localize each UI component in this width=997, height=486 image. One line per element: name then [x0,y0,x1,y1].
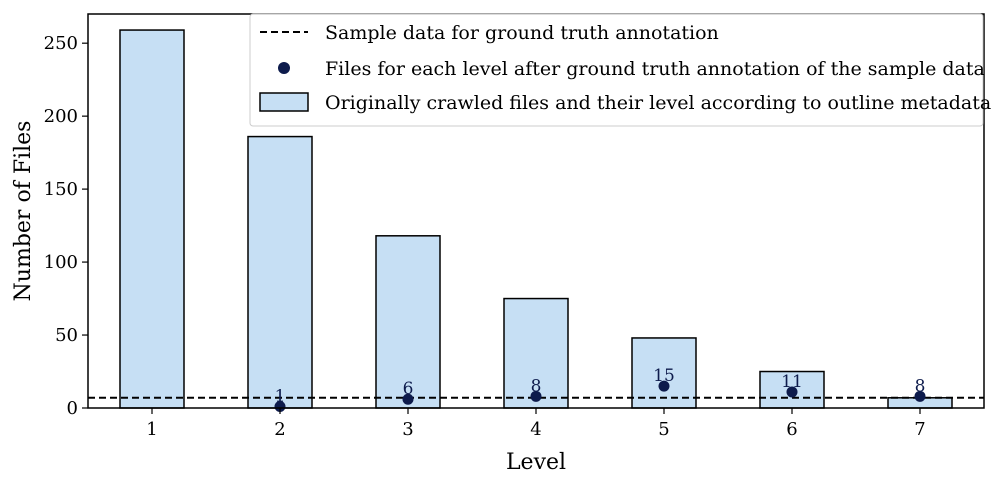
data-label-level-6: 11 [781,372,803,392]
point-level-5 [658,380,670,392]
x-tick-label: 3 [402,419,413,440]
x-tick-label: 7 [914,419,925,440]
legend-label-sample-line: Sample data for ground truth annotation [325,22,719,44]
legend-label-crawled-files: Originally crawled files and their level… [325,92,991,114]
legend: Sample data for ground truth annotation … [249,13,991,127]
y-tick-label: 250 [44,33,78,54]
legend-key-bar-patch [259,92,309,112]
data-label-level-7: 8 [915,376,926,396]
point-level-3 [402,393,414,405]
y-tick-label: 0 [67,398,78,419]
bar-level-1 [119,29,185,409]
point-level-4 [530,390,542,402]
y-tick-label: 100 [44,252,78,273]
data-label-level-5: 15 [653,366,675,386]
x-tick-label: 1 [146,419,157,440]
x-tick-label: 6 [786,419,797,440]
y-tick-label: 200 [44,106,78,127]
data-label-level-4: 8 [531,376,542,396]
bar-level-3 [375,235,441,409]
x-tick-label: 2 [274,419,285,440]
bars-layer [119,29,953,409]
data-labels-layer: 1 6 8 15 11 8 [275,366,926,406]
x-tick-label: 5 [658,419,669,440]
y-axis-title: Number of Files [11,121,36,302]
x-tick-label: 4 [530,419,541,440]
y-axis: 0 50 100 150 200 250 [44,33,88,419]
point-level-7 [914,390,926,402]
y-tick-label: 150 [44,179,78,200]
data-label-level-3: 6 [403,379,414,399]
legend-label-annotated-files: Files for each level after ground truth … [325,58,985,80]
point-level-6 [786,386,798,398]
bar-level-2 [247,135,313,409]
data-label-level-2: 1 [275,387,286,407]
points-layer [274,380,926,413]
legend-box [249,13,984,127]
legend-key-dot [278,62,290,74]
x-axis-title: Level [506,450,566,475]
point-level-2 [274,401,286,413]
y-tick-label: 50 [55,325,78,346]
bar-level-4 [503,297,569,409]
x-axis: 1 2 3 4 5 6 7 [146,408,926,440]
